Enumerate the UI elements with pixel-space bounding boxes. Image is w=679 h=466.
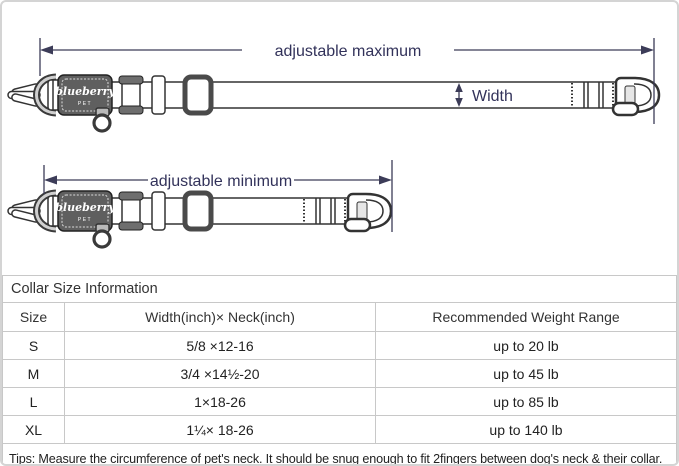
table-row-s: S 5/8 ×12-16 up to 20 lb [2, 331, 677, 360]
collar-strap [59, 81, 645, 109]
table-tips-row: Tips: Measure the circumference of pet's… [2, 443, 677, 464]
cell-weight: up to 45 lb [375, 359, 677, 388]
cell-dimensions: 5/8 ×12-16 [64, 331, 376, 360]
cell-dimensions: 1¼× 18-26 [64, 415, 376, 444]
dimension-minimum: adjustable minimum [43, 160, 393, 232]
arrow-up-icon [455, 83, 463, 92]
table-title: Collar Size Information [2, 275, 677, 303]
cell-size: M [2, 359, 65, 388]
cell-dimensions: 3/4 ×14½-20 [64, 359, 376, 388]
table-row-xl: XL 1¼× 18-26 up to 140 lb [2, 415, 677, 444]
arrow-right-icon [379, 175, 392, 185]
tips-text: Tips: Measure the circumference of pet's… [2, 443, 677, 464]
arrow-left-icon [40, 45, 53, 55]
collar-diagram: blueberry PET [2, 2, 677, 275]
column-header-size: Size [2, 302, 65, 332]
width-label: Width [472, 88, 513, 105]
cell-size: L [2, 387, 65, 416]
table-title-row: Collar Size Information [2, 275, 677, 303]
arrow-right-icon [641, 45, 654, 55]
cell-size: XL [2, 415, 65, 444]
cell-weight: up to 140 lb [375, 415, 677, 444]
cell-weight: up to 20 lb [375, 331, 677, 360]
table-row-m: M 3/4 ×14½-20 up to 45 lb [2, 359, 677, 388]
adjustable-minimum-label: adjustable minimum [150, 173, 292, 190]
collar-diagram-svg: blueberry PET [2, 38, 661, 275]
collar-min [8, 191, 393, 247]
cell-dimensions: 1×18-26 [64, 387, 376, 416]
table-header-row: Size Width(inch)× Neck(inch) Recommended… [2, 302, 677, 332]
cell-weight: up to 85 lb [375, 387, 677, 416]
dimension-maximum: adjustable maximum [39, 38, 655, 124]
column-header-dimensions: Width(inch)× Neck(inch) [64, 302, 376, 332]
arrow-left-icon [44, 175, 57, 185]
adjustable-maximum-label: adjustable maximum [275, 43, 422, 60]
collar-max [8, 75, 661, 131]
column-header-weight: Recommended Weight Range [375, 302, 677, 332]
collar-size-table: Collar Size Information Size Width(inch)… [2, 275, 677, 464]
arrow-down-icon [455, 98, 463, 107]
width-annotation: Width [455, 83, 513, 107]
cell-size: S [2, 331, 65, 360]
table-row-l: L 1×18-26 up to 85 lb [2, 387, 677, 416]
